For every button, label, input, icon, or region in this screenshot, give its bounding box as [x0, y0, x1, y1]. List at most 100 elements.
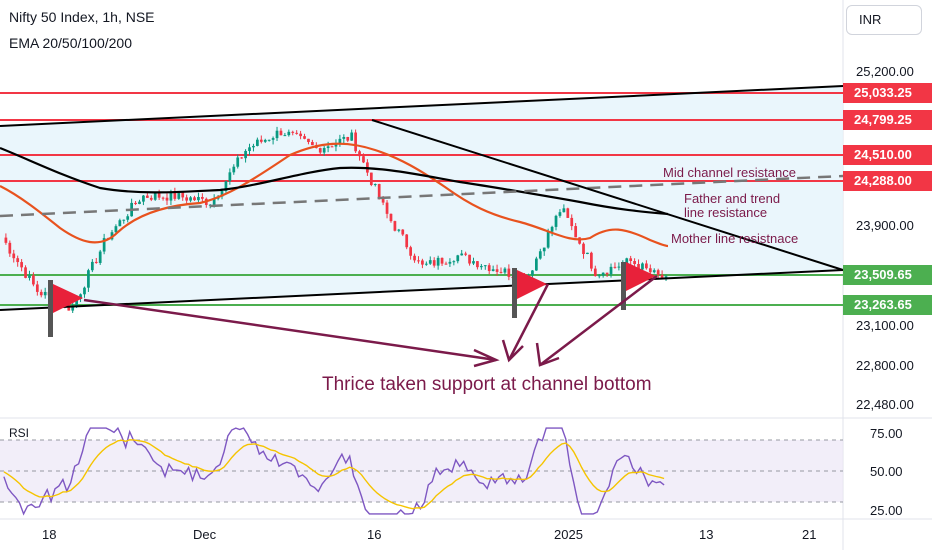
candle-body: [389, 213, 393, 222]
candle-body: [605, 272, 609, 275]
candle-body: [397, 229, 401, 231]
candle-body: [173, 191, 177, 199]
arrowhead-2: [501, 339, 524, 363]
candle-body: [71, 306, 75, 311]
flag-triangle-3: [626, 262, 656, 291]
candle-body: [452, 261, 456, 263]
candle-body: [629, 258, 633, 262]
candle-body: [542, 247, 546, 252]
candle-body: [460, 253, 464, 256]
price-badge-23509: 23,509.65: [843, 265, 932, 285]
candle-body: [593, 268, 597, 277]
support-annotation: Thrice taken support at channel bottom: [322, 374, 652, 395]
candle-body: [609, 266, 613, 275]
candle-body: [311, 142, 314, 146]
price-axis-label: 22,480.00: [856, 397, 914, 412]
candle-body: [538, 251, 542, 259]
candle-body: [256, 139, 259, 146]
candle-body: [212, 198, 216, 205]
candle-body: [401, 229, 405, 235]
candle-body: [342, 136, 346, 139]
candle-body: [28, 275, 31, 278]
candle-body: [16, 258, 20, 263]
father-line-annotation-1: Father and trend: [684, 191, 781, 206]
candle-body: [79, 294, 82, 299]
candle-body: [275, 130, 279, 139]
candle-body: [20, 262, 23, 268]
candle-body: [181, 192, 185, 198]
candle-body: [267, 139, 271, 141]
price-axis-label: 23,900.00: [856, 218, 914, 233]
rsi-axis-label: 50.00: [870, 464, 903, 479]
candle-body: [220, 191, 224, 197]
candle-body: [291, 131, 295, 133]
candle-body: [32, 275, 35, 285]
candle-body: [546, 231, 550, 248]
candle-body: [645, 263, 648, 269]
candle-body: [295, 132, 299, 134]
candle-body: [98, 251, 102, 263]
candle-body: [491, 269, 495, 272]
candle-body: [4, 237, 8, 243]
candle-body: [393, 221, 397, 231]
candlestick-series: [4, 126, 668, 314]
candle-body: [373, 184, 377, 186]
candle-body: [464, 253, 467, 255]
candle-body: [185, 197, 189, 201]
support-flag-2: [512, 268, 547, 318]
candle-body: [232, 166, 236, 173]
flag-pole-2: [512, 268, 517, 318]
candle-body: [377, 184, 381, 199]
candle-body: [248, 147, 251, 151]
candle-body: [43, 291, 47, 296]
candle-body: [652, 270, 656, 273]
candle-body: [472, 261, 475, 264]
candle-body: [444, 263, 448, 265]
price-badge-25033: 25,033.25: [843, 83, 932, 103]
candle-body: [550, 226, 554, 232]
father-trend-line: [371, 119, 844, 271]
candle-body: [346, 136, 350, 141]
price-axis-label: 22,800.00: [856, 358, 914, 373]
candle-body: [303, 136, 306, 139]
candle-body: [35, 284, 39, 292]
candle-body: [656, 270, 660, 275]
candle-body: [409, 247, 412, 256]
candle-body: [118, 220, 122, 227]
candle-body: [535, 258, 538, 271]
candle-body: [83, 287, 86, 295]
arrowhead-3: [535, 342, 560, 367]
candle-body: [142, 195, 145, 202]
candle-body: [177, 192, 181, 199]
candle-body: [283, 135, 287, 137]
price-badge-24288: 24,288.00: [843, 171, 932, 191]
candle-body: [330, 146, 334, 148]
candle-body: [161, 197, 165, 199]
candle-body: [263, 139, 267, 142]
candle-body: [126, 216, 130, 220]
flag-triangle-2: [517, 270, 547, 299]
candle-body: [322, 148, 326, 153]
candle-body: [189, 197, 192, 201]
candle-body: [149, 197, 153, 200]
candle-body: [318, 148, 322, 153]
time-axis-label: 16: [367, 527, 382, 542]
candle-body: [193, 197, 196, 201]
candle-body: [570, 217, 574, 227]
time-axis-label: 18: [42, 527, 57, 542]
support-flag-3: [621, 262, 656, 310]
time-axis-label: 2025: [554, 527, 583, 542]
currency-button[interactable]: INR: [846, 5, 922, 35]
rsi-ma-line: [3, 439, 665, 510]
price-badge-24799: 24,799.25: [843, 110, 932, 130]
rsi-axis-label: 75.00: [870, 426, 903, 441]
price-badge-24510: 24,510.00: [843, 145, 932, 165]
candle-body: [94, 261, 98, 263]
candle-body: [287, 131, 291, 136]
candle-body: [228, 172, 232, 182]
candle-body: [24, 267, 27, 278]
indicator-label: EMA 20/50/100/200: [9, 35, 132, 51]
ema-black-line: [0, 146, 669, 216]
candle-body: [338, 138, 342, 144]
candle-body: [87, 270, 90, 288]
